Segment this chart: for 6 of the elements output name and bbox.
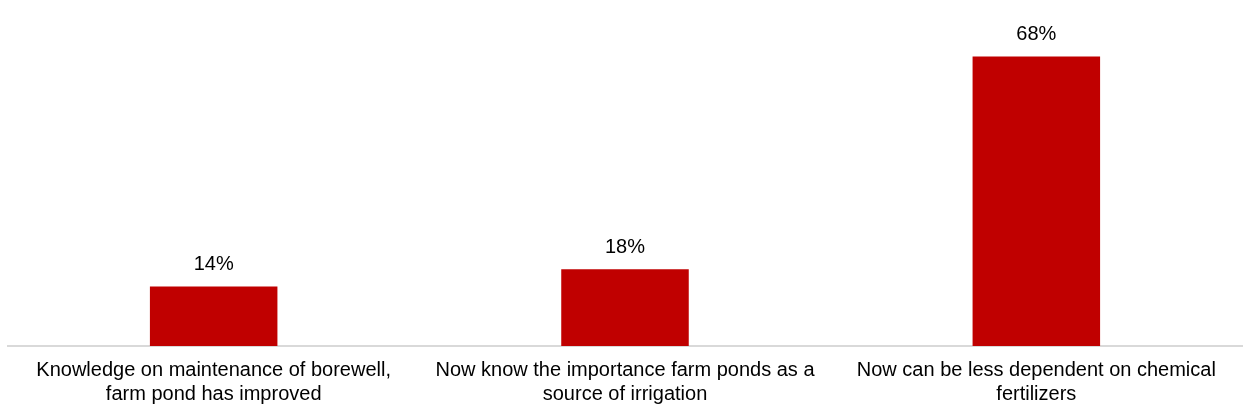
data-label: 18%: [604, 234, 646, 257]
x-tick-label: Now can be less dependent on chemical fertilizers: [856, 357, 1216, 404]
data-label: 68%: [1016, 22, 1057, 45]
x-tick-label: Knowledge on maintenance of borewell, farm pond has improved: [36, 357, 392, 404]
x-tick-label: Now know the importance farm ponds as a source of irrigation: [435, 357, 816, 404]
data-label: 14%: [193, 251, 234, 274]
